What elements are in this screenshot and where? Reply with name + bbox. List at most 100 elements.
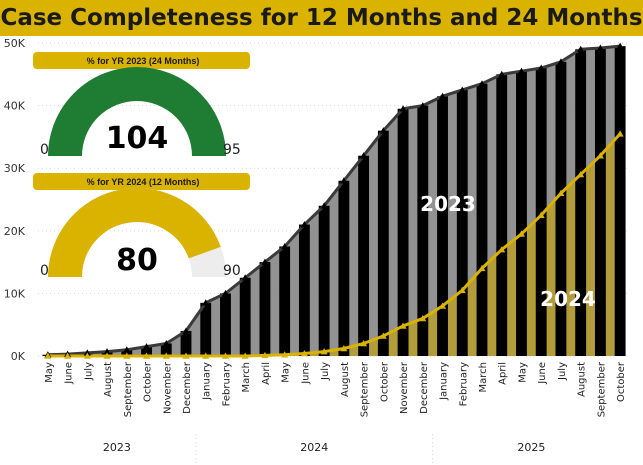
point-2024 xyxy=(143,352,151,359)
bar-2023 xyxy=(160,343,172,356)
x-tick-label: May xyxy=(44,362,55,383)
x-tick-label: February xyxy=(458,362,469,406)
bar-2023 xyxy=(200,302,212,356)
x-tick-label: September xyxy=(596,361,607,417)
point-2023 xyxy=(419,102,427,109)
bar-2023 xyxy=(220,293,231,356)
point-2024 xyxy=(498,246,506,253)
bar-2023 xyxy=(437,96,448,357)
x-tick-label: November xyxy=(399,361,410,414)
point-2024 xyxy=(616,130,624,137)
bar-2023 xyxy=(298,224,310,356)
year-label: 2023 xyxy=(103,441,131,454)
x-tick-label: November xyxy=(162,361,173,414)
point-2023 xyxy=(478,80,486,87)
gauge-2023-value: 104 xyxy=(106,121,169,156)
bar-2023 xyxy=(259,262,271,356)
gauge-2023-min: 0 xyxy=(40,142,49,158)
point-2023 xyxy=(143,343,151,350)
point-2023 xyxy=(360,152,368,159)
gauge-2024-max: 90 xyxy=(223,263,241,279)
point-2024 xyxy=(241,352,249,359)
bar-2023 xyxy=(594,48,606,357)
bar-2023 xyxy=(614,46,626,356)
x-tick-label: September xyxy=(123,361,134,417)
x-tick-label: July xyxy=(557,362,568,381)
point-2023 xyxy=(498,70,506,78)
point-2024 xyxy=(399,322,407,329)
bar-2023 xyxy=(575,49,587,356)
x-tick-label: July xyxy=(320,362,331,381)
bar-2023 xyxy=(555,61,567,356)
point-2023 xyxy=(202,299,210,306)
point-2023 xyxy=(616,42,624,49)
y-tick-label: 30K xyxy=(4,162,26,175)
point-2023 xyxy=(399,105,407,112)
point-2023 xyxy=(340,177,348,184)
point-2024 xyxy=(261,351,269,359)
x-tick-label: April xyxy=(261,362,272,385)
point-2024 xyxy=(64,352,72,359)
point-2023 xyxy=(379,127,387,134)
gauge-2024-label: % for YR 2024 (12 Months) xyxy=(87,177,200,187)
bar-2023 xyxy=(239,277,251,356)
point-2024 xyxy=(458,286,466,294)
bar-2023 xyxy=(318,205,330,356)
series-lines xyxy=(47,44,622,358)
series-markers xyxy=(44,42,624,359)
x-tick-label: September xyxy=(360,361,371,417)
point-2023 xyxy=(103,348,111,355)
bar-2023 xyxy=(496,74,508,357)
point-2023 xyxy=(596,44,604,51)
point-2024 xyxy=(340,344,348,352)
point-2024 xyxy=(478,264,486,272)
point-2024 xyxy=(320,348,328,355)
year-label: 2025 xyxy=(517,441,545,454)
bar-2023 xyxy=(279,246,291,356)
title-bar xyxy=(0,0,643,36)
bar-2023 xyxy=(377,130,389,356)
point-2024 xyxy=(439,302,447,309)
x-tick-label: July xyxy=(83,362,94,381)
point-2023 xyxy=(320,202,328,209)
x-tick-label: May xyxy=(517,362,528,383)
point-2023 xyxy=(182,327,190,334)
point-2024 xyxy=(221,352,229,359)
x-axis: May June July August September October Novembe… xyxy=(44,361,627,465)
point-2024 xyxy=(557,189,565,197)
x-tick-label: December xyxy=(182,361,193,414)
y-tick-label: 50K xyxy=(4,37,26,50)
gauge-2024-banner xyxy=(33,173,250,190)
point-2023 xyxy=(517,67,525,74)
gauge-2023: % for YR 2023 (24 Months) 104 0 95 xyxy=(33,52,250,158)
point-2024 xyxy=(596,152,604,159)
bar-2023 xyxy=(417,105,429,356)
x-tick-label: June xyxy=(537,362,548,385)
point-2024 xyxy=(517,230,525,237)
point-2024 xyxy=(281,351,289,358)
completeness-chart: 0K 10K 20K 30K 40K 50K May June July August Septe… xyxy=(4,37,630,465)
bar-2023 xyxy=(397,108,409,356)
point-2023 xyxy=(241,274,249,281)
bar-2023 xyxy=(338,180,350,356)
point-2024 xyxy=(419,314,427,322)
y-axis: 0K 10K 20K 30K 40K 50K xyxy=(4,37,26,363)
x-tick-label: August xyxy=(103,362,114,397)
x-tick-label: May xyxy=(281,362,292,383)
point-2023 xyxy=(300,221,308,228)
series-label-2024: 2024 xyxy=(540,287,596,311)
x-tick-label: August xyxy=(577,362,588,397)
point-2024 xyxy=(103,352,111,359)
point-2023 xyxy=(261,258,269,265)
bar-2023 xyxy=(180,330,192,356)
x-tick-label: October xyxy=(143,361,154,402)
x-tick-label: March xyxy=(241,362,252,392)
line-2024 xyxy=(47,132,622,358)
point-2023 xyxy=(123,346,131,353)
point-2024 xyxy=(577,170,585,178)
point-2024 xyxy=(182,352,190,359)
point-2024 xyxy=(360,339,368,347)
x-tick-label: January xyxy=(439,362,450,401)
point-2024 xyxy=(379,332,387,339)
